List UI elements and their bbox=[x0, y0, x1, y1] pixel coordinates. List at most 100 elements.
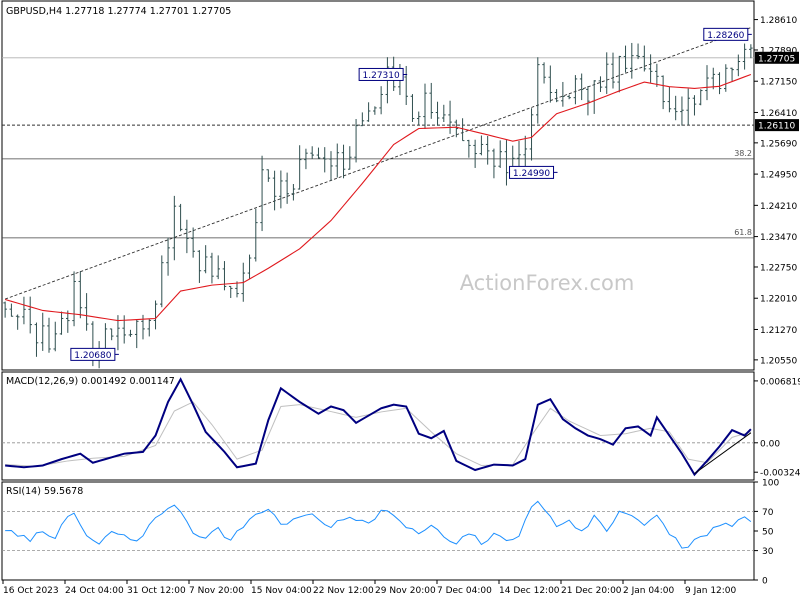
candle bbox=[579, 73, 584, 101]
candle bbox=[617, 55, 622, 93]
candle bbox=[260, 155, 264, 232]
candle bbox=[147, 318, 152, 337]
price-axis-label: 1.20550 bbox=[760, 356, 797, 366]
candle bbox=[561, 81, 565, 107]
candle bbox=[567, 94, 571, 100]
candle bbox=[667, 86, 672, 113]
candle bbox=[504, 140, 509, 186]
price-axis-label: 1.25690 bbox=[760, 139, 797, 149]
candle bbox=[448, 100, 452, 134]
callout-label: 1.24990 bbox=[513, 169, 550, 179]
rsi-pane: 100 70 50 30 0 RSI(14) 59.5678 bbox=[2, 479, 779, 587]
candle bbox=[222, 261, 227, 291]
x-axis-label: 9 Jan 12:00 bbox=[685, 586, 737, 596]
candle bbox=[210, 252, 214, 284]
candles bbox=[3, 42, 753, 369]
candle bbox=[9, 303, 14, 317]
price-callout: 1.24990 bbox=[509, 165, 558, 179]
x-axis-label: 16 Oct 2023 bbox=[3, 586, 59, 596]
candle bbox=[479, 135, 484, 156]
candle bbox=[473, 139, 477, 168]
macd-main-line bbox=[5, 377, 752, 477]
candle bbox=[410, 94, 415, 122]
candle bbox=[348, 146, 352, 170]
fib-level-label: 38.2 bbox=[734, 149, 752, 158]
candle bbox=[329, 151, 333, 181]
candle bbox=[742, 43, 747, 70]
callout-box bbox=[70, 347, 116, 361]
candle bbox=[454, 119, 459, 138]
macd-trendline bbox=[694, 432, 752, 475]
candle bbox=[517, 141, 521, 168]
candle bbox=[247, 254, 252, 279]
candle bbox=[47, 317, 51, 353]
price-axis-label: 1.22010 bbox=[760, 295, 797, 305]
candle bbox=[554, 89, 559, 103]
candle bbox=[59, 311, 64, 335]
callout-box bbox=[509, 165, 555, 179]
price-pane-frame bbox=[1, 0, 755, 371]
rsi-axis-label: 30 bbox=[762, 547, 774, 557]
x-axis-label: 7 Dec 04:00 bbox=[437, 586, 492, 596]
candle bbox=[197, 250, 202, 283]
candle bbox=[322, 147, 327, 173]
price-callout: 1.28260 bbox=[703, 27, 752, 41]
support-level-tag-bg bbox=[755, 119, 799, 132]
x-axis-label: 15 Nov 04:00 bbox=[251, 586, 312, 596]
candle bbox=[297, 145, 302, 190]
price-axis-label: 1.27890 bbox=[760, 46, 797, 56]
macd-pane-frame bbox=[1, 371, 755, 481]
candle bbox=[648, 54, 653, 83]
rsi-axis-label: 0 bbox=[762, 577, 768, 587]
macd-pane: 0.006819 0.00 -0.003241 MACD(12,26,9) 0.001… bbox=[2, 376, 800, 479]
candle bbox=[335, 143, 340, 178]
candle bbox=[492, 148, 496, 179]
watermark-text: ActionForex.com bbox=[460, 271, 635, 295]
candle bbox=[379, 86, 383, 115]
candle bbox=[416, 111, 421, 126]
candle bbox=[598, 76, 603, 92]
candle bbox=[636, 43, 640, 60]
support-level-tag-text: 1.26110 bbox=[758, 122, 795, 132]
candle bbox=[423, 83, 427, 129]
macd-title: MACD(12,26,9) 0.001492 0.001147 bbox=[6, 376, 175, 387]
candle bbox=[573, 75, 578, 105]
candle bbox=[134, 319, 139, 349]
candle bbox=[40, 312, 45, 351]
macd-signal-line bbox=[5, 401, 752, 467]
candle bbox=[354, 119, 358, 163]
candle bbox=[84, 293, 89, 331]
candle bbox=[285, 172, 289, 204]
candle bbox=[341, 144, 346, 179]
price-axis-label: 1.24950 bbox=[760, 171, 797, 181]
moving-average-line bbox=[4, 73, 752, 322]
candle bbox=[34, 322, 39, 357]
price-axis-label: 1.23470 bbox=[760, 233, 797, 243]
candle bbox=[178, 203, 183, 232]
candle bbox=[160, 255, 164, 308]
candle bbox=[203, 245, 208, 274]
candle bbox=[536, 57, 540, 124]
candle bbox=[191, 227, 195, 258]
candle bbox=[78, 271, 83, 319]
candle bbox=[53, 321, 58, 352]
candle bbox=[235, 281, 239, 298]
candle bbox=[698, 89, 703, 106]
rsi-title: RSI(14) 59.5678 bbox=[6, 486, 83, 497]
current-price-tag-text: 1.27705 bbox=[758, 54, 795, 64]
price-axis-label: 1.28610 bbox=[760, 16, 797, 26]
candle bbox=[529, 108, 534, 161]
candle bbox=[66, 310, 70, 333]
candle bbox=[717, 72, 722, 95]
candle bbox=[724, 64, 728, 92]
support-level-tag: 1.26110 bbox=[755, 119, 799, 132]
x-axis-label: 21 Dec 20:00 bbox=[561, 586, 622, 596]
candle bbox=[435, 101, 440, 126]
price-axis-label: 1.27150 bbox=[760, 78, 797, 88]
candle bbox=[172, 195, 177, 261]
price-axis-label: 1.22750 bbox=[760, 263, 797, 273]
candle bbox=[542, 62, 546, 84]
